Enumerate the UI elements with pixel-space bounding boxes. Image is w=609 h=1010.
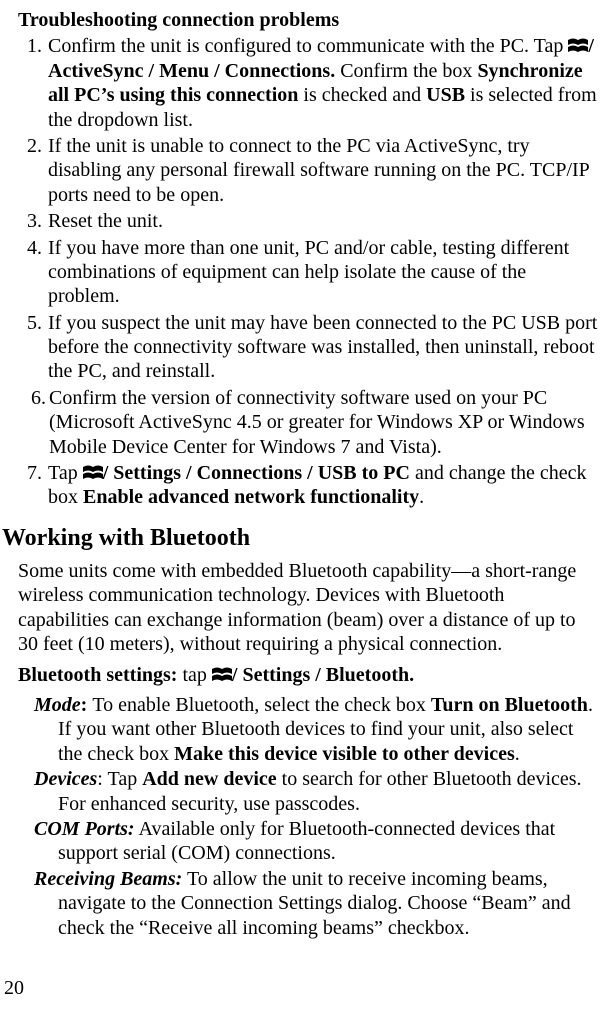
text: Confirm the box <box>340 60 477 82</box>
text: Tap <box>48 462 83 484</box>
bluetooth-settings-line: Bluetooth settings: tap / Settings / Blu… <box>18 663 599 687</box>
list-item: Receiving Beams: To allow the unit to re… <box>34 867 599 940</box>
page-number: 20 <box>4 976 24 1000</box>
list-item: Devices: Tap Add new device to search fo… <box>34 767 599 816</box>
list-item: COM Ports: Available only for Bluetooth-… <box>34 817 599 866</box>
item-body: Confirm the version of connectivity soft… <box>49 386 599 459</box>
text: is checked and <box>298 84 426 106</box>
item-body: If you have more than one unit, PC and/o… <box>48 236 599 309</box>
menu-path: / Settings / Bluetooth. <box>232 664 414 686</box>
item-number: 1. <box>18 34 42 132</box>
sep: : <box>97 768 107 790</box>
item-body: If you suspect the unit may have been co… <box>48 311 599 384</box>
item-number: 7. <box>18 461 42 510</box>
item-number: 2. <box>18 134 42 207</box>
term: COM Ports: <box>34 818 135 840</box>
item-body: Tap / Settings / Connections / USB to PC… <box>48 461 599 510</box>
text: Confirm the unit is configured to commun… <box>48 35 568 57</box>
windows-start-icon <box>83 465 103 481</box>
list-item: 2. If the unit is unable to connect to t… <box>18 134 599 207</box>
term: Receiving Beams: <box>34 868 182 890</box>
list-item: 6. Confirm the version of connectivity s… <box>18 386 599 459</box>
text: . <box>515 743 520 765</box>
settings-label: Bluetooth settings: <box>18 664 177 686</box>
text: tap <box>177 664 211 686</box>
item-body: Reset the unit. <box>48 209 599 233</box>
term: Devices <box>34 768 97 790</box>
option-name: Turn on Bluetooth <box>431 694 588 716</box>
option-name: Enable advanced network functionality <box>83 486 419 508</box>
option-name: Add new device <box>142 768 276 790</box>
bluetooth-settings-list: Mode: To enable Bluetooth, select the ch… <box>34 693 599 940</box>
text: Tap <box>108 768 143 790</box>
text: To enable Bluetooth, select the check bo… <box>92 694 431 716</box>
item-number: 5. <box>18 311 42 384</box>
list-item: 1. Confirm the unit is configured to com… <box>18 34 599 132</box>
list-item: 5. If you suspect the unit may have been… <box>18 311 599 384</box>
option-name: USB <box>426 84 465 106</box>
item-number: 4. <box>18 236 42 309</box>
bluetooth-intro: Some units come with embedded Bluetooth … <box>18 559 599 657</box>
sep: : <box>81 694 93 716</box>
list-item: 7. Tap / Settings / Connections / USB to… <box>18 461 599 510</box>
item-body: Confirm the unit is configured to commun… <box>48 34 599 132</box>
windows-start-icon <box>568 38 588 54</box>
option-name: Make this device visible to other device… <box>174 743 515 765</box>
item-body: If the unit is unable to connect to the … <box>48 134 599 207</box>
windows-start-icon <box>212 667 232 683</box>
bluetooth-heading: Working with Bluetooth <box>2 524 599 553</box>
list-item: 3. Reset the unit. <box>18 209 599 233</box>
troubleshooting-heading: Troubleshooting connection problems <box>18 8 599 32</box>
term: Mode <box>34 694 81 716</box>
menu-path: / Settings / Connections / USB to PC <box>103 462 410 484</box>
list-item: 4. If you have more than one unit, PC an… <box>18 236 599 309</box>
list-item: Mode: To enable Bluetooth, select the ch… <box>34 693 599 766</box>
troubleshooting-list: 1. Confirm the unit is configured to com… <box>18 34 599 509</box>
item-number: 6. <box>18 386 46 459</box>
page: Troubleshooting connection problems 1. C… <box>0 8 609 940</box>
item-number: 3. <box>18 209 42 233</box>
text: . <box>419 486 424 508</box>
